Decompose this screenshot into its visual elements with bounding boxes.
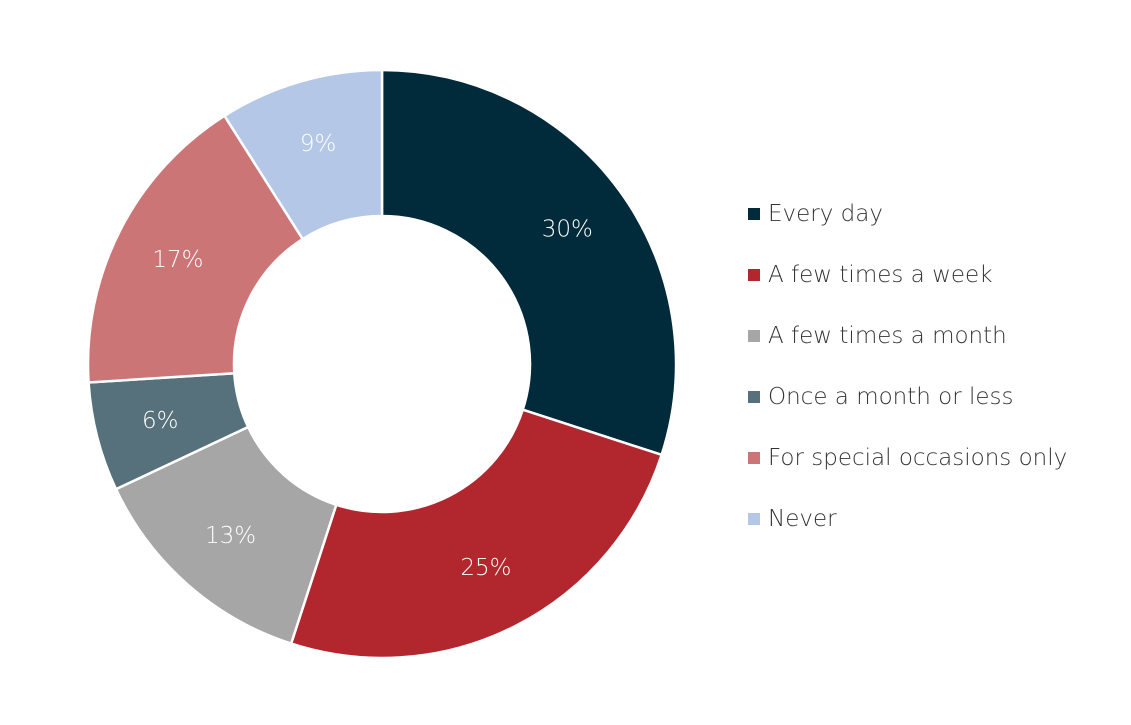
legend-item: A few times a month [748, 323, 1007, 349]
legend-item: A few times a week [748, 262, 993, 288]
legend-swatch [748, 208, 760, 220]
legend-label: Once a month or less [768, 384, 1014, 410]
slice-data-label: 9% [300, 131, 337, 157]
legend-item: Once a month or less [748, 384, 1014, 410]
slice-never [222, 68, 384, 241]
slice-data-label: 13% [205, 523, 256, 549]
legend-label: For special occasions only [768, 445, 1067, 471]
legend-item: For special occasions only [748, 445, 1067, 471]
legend-swatch [748, 330, 760, 342]
slice-a-few-times-a-week [289, 408, 664, 660]
legend-swatch [748, 452, 760, 464]
slice-a-few-times-a-month [114, 425, 338, 646]
legend-swatch [748, 269, 760, 281]
slice-for-special-occasions-only [86, 114, 305, 384]
legend-swatch [748, 513, 760, 525]
legend-swatch [748, 391, 760, 403]
legend-item: Every day [748, 201, 883, 227]
slice-data-label: 17% [152, 247, 203, 273]
legend-item: Never [748, 506, 837, 532]
legend-label: A few times a week [768, 262, 993, 288]
legend-label: A few times a month [768, 323, 1007, 349]
legend-label: Every day [768, 201, 883, 227]
chart-legend: Every day A few times a week A few times a… [748, 201, 1067, 532]
slice-data-label: 25% [460, 555, 511, 581]
slice-data-label: 6% [142, 408, 179, 434]
chart-slice-labels: 30% 25% 13% 6% 17% 9% [142, 131, 593, 581]
slice-data-label: 30% [542, 216, 593, 242]
slice-every-day [380, 68, 678, 457]
chart-slices [86, 68, 678, 660]
legend-label: Never [768, 506, 837, 532]
